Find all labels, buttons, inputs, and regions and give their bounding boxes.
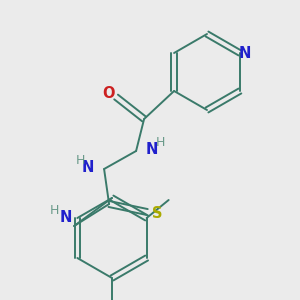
Text: S: S xyxy=(152,206,162,220)
Text: H: H xyxy=(155,136,165,149)
Text: N: N xyxy=(239,46,251,62)
Text: H: H xyxy=(75,154,85,167)
Text: N: N xyxy=(82,160,94,175)
Text: O: O xyxy=(102,86,114,101)
Text: H: H xyxy=(50,205,59,218)
Text: N: N xyxy=(60,211,72,226)
Text: N: N xyxy=(146,142,158,157)
